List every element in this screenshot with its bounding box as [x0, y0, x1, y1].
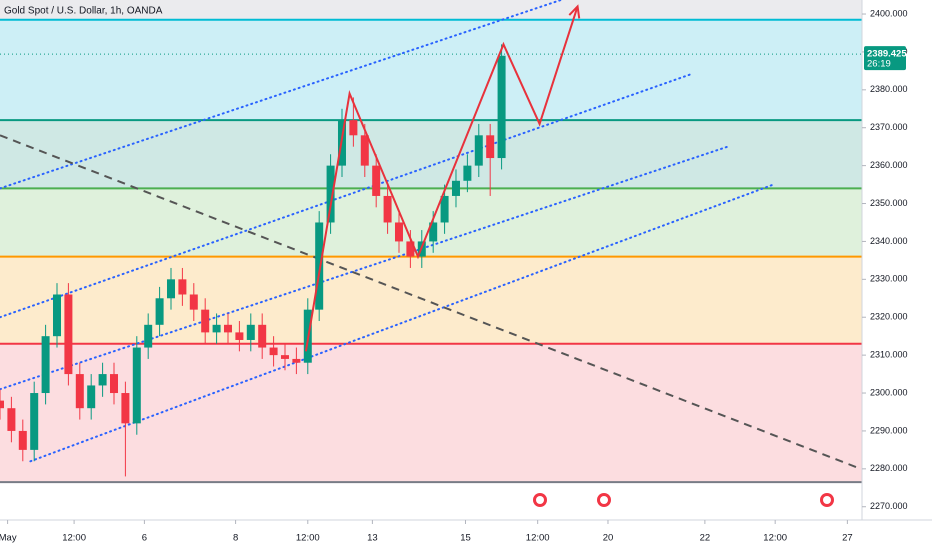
price-label: 2389.425 [867, 49, 907, 60]
candle-body [406, 241, 415, 257]
y-tick-label: 2340.000 [870, 236, 908, 246]
candle-body [486, 135, 495, 159]
candle-body [201, 309, 210, 333]
x-tick-label: 27 [842, 533, 853, 544]
x-tick-label: 13 [367, 533, 378, 544]
candle-body [178, 279, 187, 295]
candle-body [315, 222, 324, 310]
candle-body [144, 324, 153, 348]
x-tick-label: 20 [603, 533, 614, 544]
channel-line [29, 183, 775, 463]
candle-body [189, 294, 198, 310]
candle-body [109, 374, 118, 394]
x-tick-label: 6 [142, 533, 147, 544]
candle-body [326, 165, 335, 223]
y-tick-label: 2330.000 [870, 274, 908, 284]
candle-body [463, 165, 472, 181]
chart-title: Gold Spot / U.S. Dollar, 1h, OANDA [4, 6, 163, 17]
candle-body [41, 336, 50, 394]
candle-body [349, 120, 358, 136]
arrow-head [568, 4, 581, 19]
y-tick-label: 2360.000 [870, 160, 908, 170]
y-tick-label: 2270.000 [870, 501, 908, 511]
candle-body [292, 358, 301, 363]
candle-body [440, 195, 449, 223]
y-tick-label: 2370.000 [870, 122, 908, 132]
candle-body [223, 324, 232, 333]
x-tick-label: 12:00 [526, 533, 550, 544]
y-tick-label: 2350.000 [870, 198, 908, 208]
candle-body [166, 279, 175, 299]
candle-body [121, 393, 130, 424]
event-icons [533, 493, 834, 507]
candle-body [155, 298, 164, 325]
y-tick-label: 2380.000 [870, 84, 908, 94]
x-tick-label: 22 [700, 533, 711, 544]
candle-body [87, 385, 96, 409]
candle-body [269, 347, 278, 356]
candle-body [235, 332, 244, 340]
x-tick-label: 12:00 [296, 533, 320, 544]
candle-body [383, 195, 392, 223]
candle-body [497, 55, 506, 159]
x-tick-label: 8 [233, 533, 238, 544]
y-tick-label: 2320.000 [870, 312, 908, 322]
candle-body [474, 135, 483, 166]
candle-body [52, 294, 61, 337]
y-tick-label: 2300.000 [870, 387, 908, 397]
candle-body [0, 400, 4, 409]
candle-body [132, 347, 141, 424]
x-tick-label: 15 [460, 533, 471, 544]
channel-line [0, 145, 729, 391]
projection-path [304, 6, 579, 352]
price-badge [864, 46, 906, 71]
zone [0, 120, 862, 189]
y-tick-label: 2310.000 [870, 350, 908, 360]
y-tick-label: 2400.000 [870, 8, 908, 18]
y-tick-label: 2290.000 [870, 425, 908, 435]
candle-body [212, 324, 221, 333]
candle-body [451, 180, 460, 196]
candle-body [64, 294, 73, 375]
x-tick-label: 12:00 [62, 533, 86, 544]
candle-body [429, 222, 438, 242]
zone [0, 482, 862, 520]
candle-body [394, 222, 403, 242]
candle-body [258, 324, 267, 348]
candle-body [372, 165, 381, 196]
candle-body [98, 374, 107, 386]
zone [0, 19, 862, 121]
channel-line [0, 73, 691, 319]
candle-body [75, 374, 84, 409]
x-tick-label: 12:00 [763, 533, 787, 544]
x-tick-label: May [0, 533, 17, 544]
time-axis [0, 520, 932, 550]
channel-line [0, 0, 565, 190]
candle-body [18, 430, 27, 450]
candle-body [7, 408, 16, 431]
y-tick-label: 2280.000 [870, 463, 908, 473]
zone [0, 256, 862, 344]
countdown: 26:19 [867, 59, 891, 70]
candle-body [30, 393, 39, 450]
price-axis [862, 0, 932, 550]
candle-body [280, 355, 289, 359]
candle-body [360, 135, 369, 166]
candle-body [246, 324, 255, 340]
